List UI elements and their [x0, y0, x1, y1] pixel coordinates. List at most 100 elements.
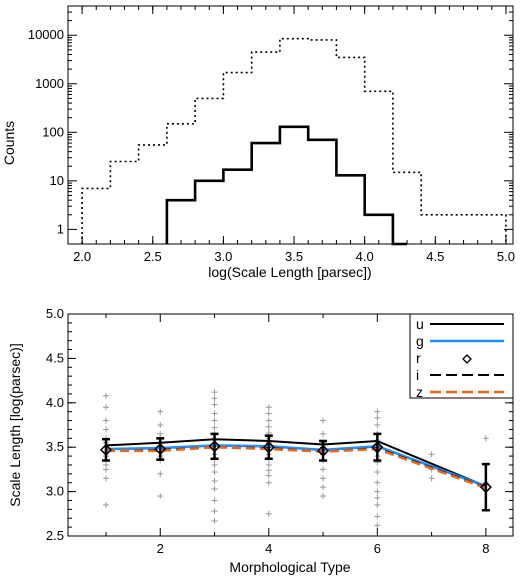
scatter-point: [102, 501, 109, 508]
scatter-point: [211, 395, 218, 402]
histogram-plot-area: [81, 37, 507, 246]
line-x-ticks: 2 4 6 8: [105, 314, 489, 556]
histogram-solid-series: [165, 125, 407, 246]
line-x-axis-label: Morphological Type: [229, 559, 350, 575]
histogram-y-tick-label: 1: [57, 221, 64, 236]
r-band-marker: [154, 442, 167, 456]
scatter-point: [265, 510, 272, 517]
legend-label-i: i: [416, 367, 419, 383]
series-line-z: [106, 445, 487, 490]
scatter-point: [265, 479, 272, 486]
histogram-x-tick-label: 3.0: [214, 249, 232, 264]
line-y-tick-label: 4.5: [46, 350, 64, 365]
scatter-point: [157, 493, 164, 500]
scatter-point: [211, 424, 218, 431]
histogram-y-tick-label: 100: [42, 124, 64, 139]
scatter-point: [374, 469, 381, 476]
scatter-point: [211, 508, 218, 515]
line-y-tick-label: 3.0: [46, 484, 64, 499]
scatter-point: [265, 417, 272, 424]
line-y-tick-label: 3.5: [46, 439, 64, 454]
error-bars: [101, 432, 490, 512]
scatter-point: [211, 461, 218, 468]
scatter-point: [265, 467, 272, 474]
error-bar: [101, 437, 110, 462]
scatter-point: [157, 408, 164, 415]
histogram-y-tick-label: 10: [50, 173, 64, 188]
legend-box: [409, 313, 514, 399]
scatter-point: [102, 466, 109, 473]
line-x-tick-label: 4: [265, 541, 272, 556]
histogram-axes-frame: [67, 5, 514, 245]
histogram-y-tick-label: 1000: [35, 76, 64, 91]
r-band-marker: [262, 441, 275, 454]
scatter-point: [265, 472, 272, 479]
scatter-point: [211, 469, 218, 476]
line-x-tick-label: 8: [482, 541, 489, 556]
scatter-point: [320, 475, 327, 482]
scatter-point: [211, 477, 218, 484]
r-band-marker: [479, 481, 492, 494]
line-y-tick-label: 4.0: [46, 395, 64, 410]
scatter-point: [211, 417, 218, 424]
histogram-panel: 2.0 2.5 3.0 3.5 4.0 4.5 5.0 1 10 100 1000 10000 lo…: [1, 5, 515, 280]
scatter-point: [102, 392, 109, 399]
scatter-point: [320, 493, 327, 500]
scatter-point: [374, 494, 381, 501]
r-band-marker: [99, 443, 113, 456]
scatter-point: [374, 408, 381, 415]
legend-label-z: z: [416, 384, 423, 400]
error-bar: [264, 434, 273, 460]
scatter-point: [211, 401, 218, 408]
scatter-point: [211, 410, 218, 417]
error-bar: [319, 439, 328, 462]
line-y-tick-label: 5.0: [46, 306, 64, 321]
histogram-x-tick-label: 3.5: [285, 249, 303, 264]
histogram-y-tick-label: 10000: [28, 27, 64, 42]
error-bar: [210, 432, 219, 460]
scatter-point: [102, 426, 109, 433]
scatter-point: [320, 417, 327, 424]
scatter-point: [374, 422, 381, 428]
histogram-x-tick-label: 2.5: [144, 249, 162, 264]
line-y-axis-label: Scale Length [log(parsec)]: [7, 343, 23, 506]
r-band-diamonds: [99, 440, 492, 494]
scatter-point: [320, 430, 327, 437]
line-y-tick-label: 2.5: [46, 528, 64, 543]
r-band-marker: [371, 441, 384, 454]
line-x-tick-label: 6: [374, 541, 381, 556]
histogram-dotted-series: [81, 37, 507, 244]
legend-swatch-r: [462, 354, 472, 364]
r-band-marker: [208, 440, 221, 453]
scatter-point: [265, 461, 272, 468]
scatter-point: [211, 497, 218, 504]
histogram-x-tick-label: 4.0: [356, 249, 374, 264]
scatter-point: [211, 389, 218, 396]
histogram-y-axis-label: Counts: [1, 121, 17, 165]
scatter-point: [482, 435, 489, 442]
histogram-y-ticks: 1 10 100 1000 10000: [28, 5, 513, 236]
legend-label-r: r: [416, 350, 421, 366]
error-bar: [156, 437, 165, 461]
scatter-point: [265, 423, 272, 430]
scatter-point: [374, 513, 381, 520]
scatter-point: [374, 479, 381, 486]
scatter-point: [157, 470, 164, 477]
scatter-point: [157, 422, 164, 428]
scatter-point: [102, 417, 109, 424]
r-band-marker: [317, 444, 330, 457]
histogram-x-tick-label: 5.0: [497, 249, 515, 264]
line-panel: 2 4 6 8 2.5 3.0 3.5 4.0 4.5 5.0 Morphological Ty…: [7, 306, 514, 575]
scatter-point: [428, 451, 435, 458]
scatter-point: [102, 475, 109, 482]
scatter-point: [102, 404, 109, 411]
scatter-point: [374, 522, 381, 529]
histogram-x-tick-label: 2.0: [73, 249, 91, 264]
line-axes-frame: [67, 313, 514, 537]
histogram-x-tick-label: 4.5: [426, 249, 444, 264]
scatter-point: [374, 501, 381, 508]
scatter-point: [211, 517, 218, 524]
scatter-point: [428, 475, 435, 482]
